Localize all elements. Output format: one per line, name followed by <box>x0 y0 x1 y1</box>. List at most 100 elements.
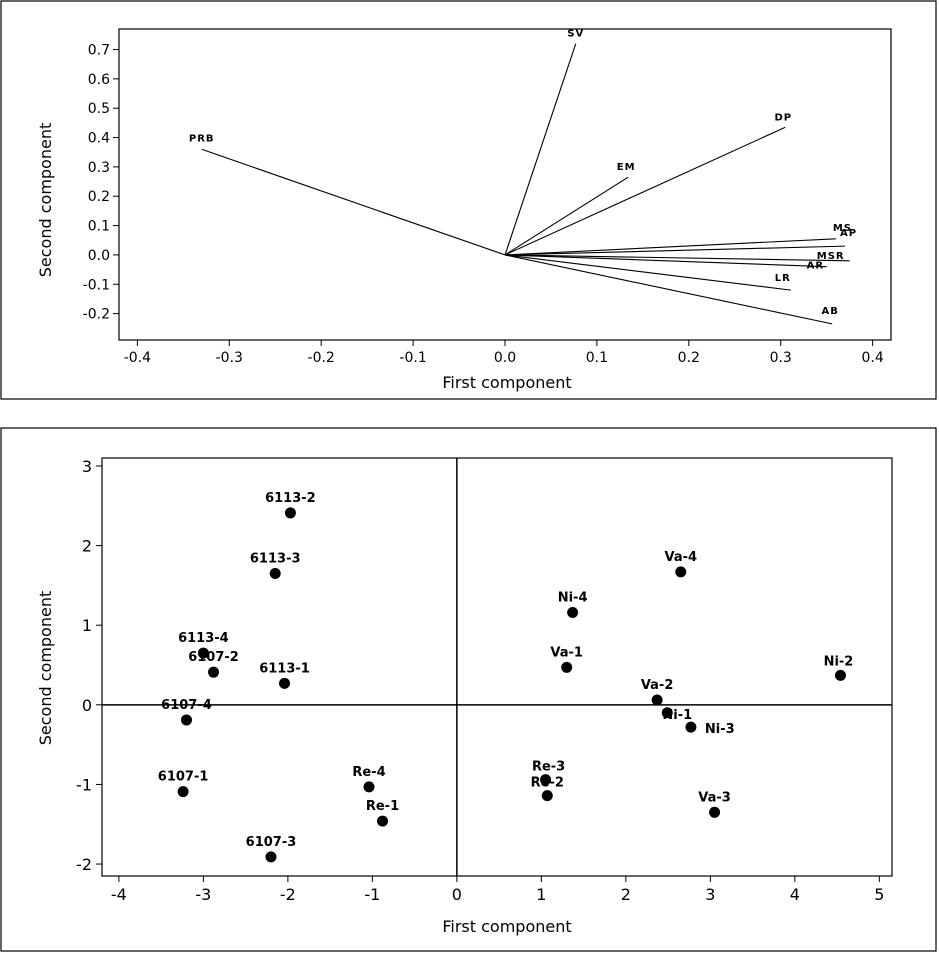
x-tick-label: -0.1 <box>399 350 426 366</box>
x-tick-label: 2 <box>621 885 631 904</box>
point-label-ni-3: Ni-3 <box>705 722 735 737</box>
point-label-6113-2: 6113-2 <box>265 491 316 506</box>
x-tick-label: 0.3 <box>770 350 792 366</box>
y-tick-label: -0.1 <box>83 277 110 293</box>
point-va-4 <box>675 566 686 577</box>
y-tick-label: -1 <box>76 775 92 794</box>
vector-msr <box>505 255 850 261</box>
point-label-va-4: Va-4 <box>664 550 697 565</box>
top-panel-frame <box>1 1 936 399</box>
vector-label-em: EM <box>617 162 636 173</box>
vector-label-ap: AP <box>840 228 857 239</box>
loadings-plot-area <box>119 29 891 340</box>
vector-label-lr: LR <box>775 273 791 284</box>
loadings-x-axis: -0.4 -0.3 -0.2 -0.1 0.0 0.1 0.2 0.3 0.4 <box>124 340 884 366</box>
x-tick-label: 1 <box>536 885 546 904</box>
figure: -0.4 -0.3 -0.2 -0.1 0.0 0.1 0.2 0.3 0.4 -0.2 -0.1… <box>0 0 939 953</box>
point-label-va-2: Va-2 <box>641 678 674 693</box>
y-tick-label: 0.1 <box>88 219 110 235</box>
vector-label-prb: PRB <box>189 133 215 144</box>
x-tick-label: 4 <box>790 885 800 904</box>
vector-label-ar: AR <box>807 261 824 272</box>
point-label-6113-4: 6113-4 <box>178 631 229 646</box>
scores-y-axis: -2-10123 <box>76 457 102 874</box>
y-tick-label: 0.4 <box>88 131 110 147</box>
y-tick-label: 0.7 <box>88 43 110 59</box>
x-tick-label: -2 <box>280 885 296 904</box>
vector-dp <box>505 127 785 255</box>
vector-em <box>505 177 628 255</box>
point-label-re-4: Re-4 <box>352 765 385 780</box>
loadings-y-axis: -0.2 -0.1 0.0 0.1 0.2 0.3 0.4 0.5 0.6 0.7 <box>83 43 119 323</box>
x-tick-label: 5 <box>874 885 884 904</box>
y-tick-label: 3 <box>82 457 92 476</box>
scores-points: 6113-2 6113-3 6113-4 6107-2 6113-1 6107-4 6107… <box>158 491 854 862</box>
x-tick-label: 0.2 <box>678 350 700 366</box>
point-label-ni-1: Ni-1 <box>662 708 692 723</box>
vector-label-dp: DP <box>774 112 792 123</box>
point-re-4 <box>363 781 374 792</box>
x-tick-label: -4 <box>111 885 127 904</box>
point-6107-4 <box>181 714 192 725</box>
y-tick-label: -0.2 <box>83 307 110 323</box>
point-label-6107-1: 6107-1 <box>158 770 209 785</box>
point-6113-1 <box>279 678 290 689</box>
vector-label-sv: SV <box>567 29 584 40</box>
point-label-6113-3: 6113-3 <box>250 551 301 566</box>
point-label-va-3: Va-3 <box>698 790 731 805</box>
y-tick-label: 0.2 <box>88 189 110 205</box>
point-6113-3 <box>270 568 281 579</box>
point-ni-4 <box>567 607 578 618</box>
point-va-1 <box>561 662 572 673</box>
x-tick-label: -1 <box>364 885 380 904</box>
loadings-plot: -0.4 -0.3 -0.2 -0.1 0.0 0.1 0.2 0.3 0.4 -0.2 -0.1… <box>36 29 891 392</box>
point-6113-2 <box>285 507 296 518</box>
scores-reference-lines <box>102 458 892 876</box>
point-6107-3 <box>265 851 276 862</box>
point-label-6107-3: 6107-3 <box>246 835 297 850</box>
vector-sv <box>505 44 576 255</box>
y-tick-label: 1 <box>82 616 92 635</box>
x-tick-label: 3 <box>705 885 715 904</box>
x-tick-label: 0.0 <box>494 350 516 366</box>
scores-plot-area <box>102 458 892 876</box>
y-tick-label: 0.5 <box>88 101 110 117</box>
point-label-6107-2: 6107-2 <box>188 650 239 665</box>
x-tick-label: -0.3 <box>216 350 243 366</box>
loadings-y-axis-title: Second component <box>36 123 55 277</box>
y-tick-label: 0.0 <box>88 248 110 264</box>
point-label-6107-4: 6107-4 <box>161 698 212 713</box>
y-tick-label: 0 <box>82 696 92 715</box>
x-tick-label: 0.4 <box>861 350 883 366</box>
point-label-re-1: Re-1 <box>366 799 399 814</box>
point-re-1 <box>377 816 388 827</box>
x-tick-label: 0.1 <box>586 350 608 366</box>
y-tick-label: 0.6 <box>88 72 110 88</box>
point-va-3 <box>709 807 720 818</box>
point-label-6113-1: 6113-1 <box>259 661 310 676</box>
point-6107-2 <box>208 667 219 678</box>
x-tick-label: -3 <box>195 885 211 904</box>
y-tick-label: 0.3 <box>88 160 110 176</box>
vector-ms <box>505 239 836 255</box>
point-ni-3 <box>685 722 696 733</box>
point-label-re-3: Re-3 <box>532 760 565 775</box>
point-ni-2 <box>835 670 846 681</box>
point-6107-1 <box>178 786 189 797</box>
loadings-x-axis-title: First component <box>442 373 571 392</box>
point-label-re-2: Re-2 <box>531 776 564 791</box>
x-tick-label: -0.4 <box>124 350 151 366</box>
point-va-2 <box>652 695 663 706</box>
vector-ap <box>505 246 845 255</box>
vector-prb <box>202 149 505 255</box>
vector-label-ab: AB <box>821 306 838 317</box>
scores-x-axis-title: First component <box>442 917 571 936</box>
scores-x-axis: -4 -3 -2 -1 0 1 2 3 4 5 <box>111 876 884 904</box>
y-tick-label: -2 <box>76 855 92 874</box>
point-label-ni-4: Ni-4 <box>558 590 588 605</box>
point-re-2 <box>542 790 553 801</box>
x-tick-label: -0.2 <box>308 350 335 366</box>
x-tick-label: 0 <box>452 885 462 904</box>
